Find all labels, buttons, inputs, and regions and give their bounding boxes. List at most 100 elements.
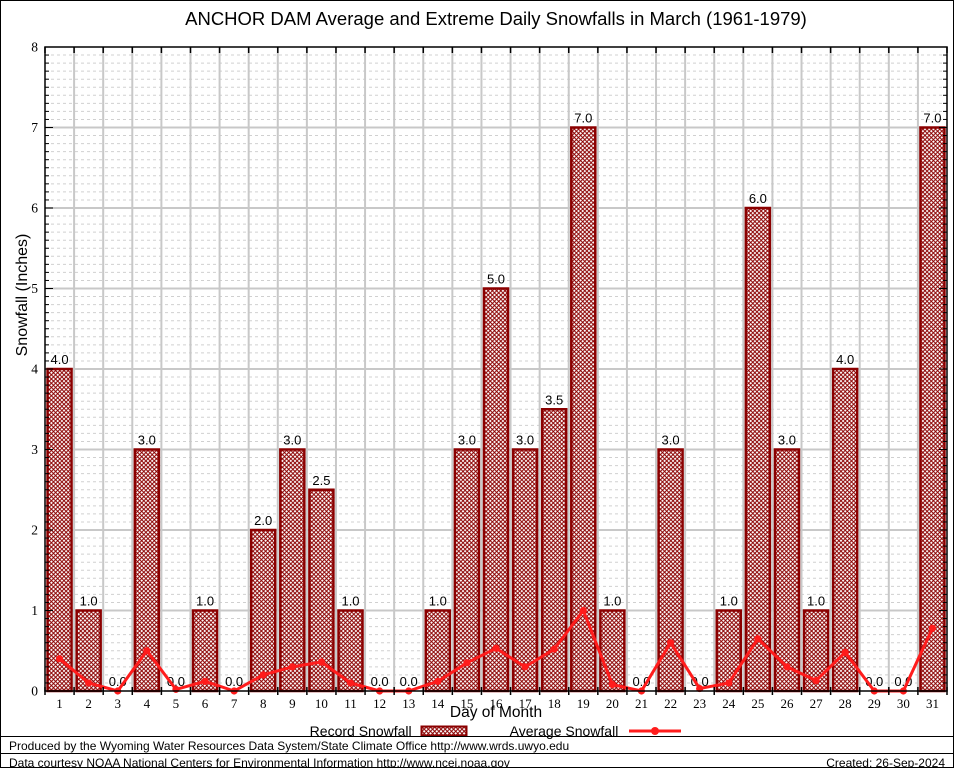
legend: Record Snowfall Average Snowfall <box>45 722 947 739</box>
bar-value-label: 3.0 <box>283 433 301 448</box>
x-tick-label: 21 <box>635 696 648 711</box>
average-snowfall-marker <box>172 685 180 693</box>
average-snowfall-marker <box>783 663 791 671</box>
bar-value-label: 1.0 <box>429 594 447 609</box>
record-snowfall-bar <box>133 448 161 693</box>
bar-value-label: 0.0 <box>691 674 709 689</box>
record-snowfall-bar <box>715 609 743 693</box>
x-tick-label: 31 <box>926 696 939 711</box>
record-snowfall-bar <box>75 609 102 693</box>
x-tick-label: 5 <box>173 696 180 711</box>
x-tick-label: 28 <box>839 696 852 711</box>
footer-produced-by-row: Produced by the Wyoming Water Resources … <box>1 736 953 753</box>
average-snowfall-marker <box>463 659 471 667</box>
y-tick-label: 2 <box>31 523 38 538</box>
record-snowfall-bar <box>46 367 73 693</box>
y-tick-label: 6 <box>31 201 38 216</box>
x-tick-label: 20 <box>606 696 619 711</box>
bar-value-label: 1.0 <box>196 594 214 609</box>
record-snowfall-bar <box>599 609 626 693</box>
record-snowfall-bar <box>570 126 597 693</box>
average-snowfall-marker <box>666 639 675 647</box>
average-snowfall-marker <box>725 679 733 687</box>
bar-value-label: 5.0 <box>487 272 505 287</box>
bar-value-label: 3.0 <box>516 433 534 448</box>
y-tick-label: 5 <box>31 281 38 296</box>
x-tick-label: 25 <box>751 696 764 711</box>
bar-value-label: 3.0 <box>458 433 476 448</box>
record-snowfall-bar <box>744 206 772 693</box>
y-tick-label: 0 <box>31 684 38 699</box>
bar-value-label: 0.0 <box>371 674 389 689</box>
average-snowfall-marker <box>434 677 442 685</box>
record-snowfall-bar <box>453 448 481 693</box>
average-snowfall-marker <box>55 655 64 663</box>
record-snowfall-bar <box>831 367 859 693</box>
average-snowfall-marker <box>608 680 616 689</box>
bar-value-label: 2.5 <box>312 473 330 488</box>
record-snowfall-bar <box>482 287 510 693</box>
x-tick-label: 16 <box>490 696 504 711</box>
record-snowfall-bar <box>337 609 364 693</box>
bar-value-label: 2.0 <box>254 513 272 528</box>
footer-data-courtesy-text: Data courtesy NOAA National Centers for … <box>9 755 510 768</box>
record-snowfall-swatch-icon <box>420 725 468 736</box>
bar-value-label: 0.0 <box>400 674 418 689</box>
x-tick-label: 11 <box>344 696 357 711</box>
legend-record-snowfall-label: Record Snowfall <box>309 722 412 739</box>
average-snowfall-marker <box>201 677 209 685</box>
bar-value-label: 3.5 <box>545 392 563 407</box>
x-tick-label: 10 <box>315 696 328 711</box>
bar-value-label: 7.0 <box>574 111 592 126</box>
record-snowfall-bar <box>773 448 801 693</box>
x-tick-label: 7 <box>231 696 238 711</box>
legend-average-snowfall-label: Average Snowfall <box>509 722 619 739</box>
average-snowfall-marker <box>521 663 529 671</box>
record-snowfall-bar <box>249 528 277 693</box>
y-tick-label: 7 <box>31 120 38 135</box>
x-tick-label: 26 <box>780 696 794 711</box>
footer-data-courtesy-row: Data courtesy NOAA National Centers for … <box>1 753 953 768</box>
y-tick-label: 1 <box>31 603 38 618</box>
average-snowfall-marker <box>143 647 151 655</box>
x-tick-label: 15 <box>460 696 473 711</box>
bar-value-label: 6.0 <box>749 191 767 206</box>
bar-value-label: 7.0 <box>923 111 941 126</box>
x-tick-label: 6 <box>202 696 209 711</box>
bar-value-label: 4.0 <box>51 352 69 367</box>
x-tick-label: 24 <box>722 696 736 711</box>
bar-value-label: 4.0 <box>836 352 854 367</box>
footer-produced-by-text: Produced by the Wyoming Water Resources … <box>9 738 570 753</box>
y-tick-label: 3 <box>31 442 38 457</box>
x-tick-label: 12 <box>373 696 386 711</box>
average-snowfall-marker <box>754 635 762 643</box>
average-snowfall-marker <box>317 658 326 666</box>
x-tick-label: 18 <box>548 696 561 711</box>
bar-value-label: 0.0 <box>225 674 243 689</box>
footer: Produced by the Wyoming Water Resources … <box>1 736 953 768</box>
average-snowfall-marker <box>492 644 500 652</box>
x-tick-label: 1 <box>56 696 63 711</box>
average-snowfall-marker <box>288 663 296 671</box>
average-snowfall-swatch-icon <box>629 726 682 735</box>
x-tick-label: 14 <box>431 696 445 711</box>
created-date: Created: 26-Sep-2024 <box>826 755 945 768</box>
average-snowfall-marker <box>346 679 355 687</box>
x-tick-label: 9 <box>289 696 296 711</box>
average-snowfall-marker <box>259 671 267 679</box>
x-tick-label: 3 <box>114 696 121 711</box>
y-tick-label: 8 <box>31 40 38 55</box>
average-snowfall-marker <box>841 648 849 656</box>
x-tick-label: 29 <box>868 696 881 711</box>
average-snowfall-marker <box>579 606 587 615</box>
x-tick-label: 17 <box>519 696 533 711</box>
chart-title: ANCHOR DAM Average and Extreme Daily Sno… <box>185 8 807 29</box>
x-axis-title: Day of Month <box>449 704 543 721</box>
record-snowfall-bar <box>279 448 306 693</box>
bar-value-label: 1.0 <box>720 594 738 609</box>
x-tick-label: 23 <box>693 696 706 711</box>
record-snowfall-bar <box>919 126 946 693</box>
y-tick-label: 4 <box>31 362 38 377</box>
